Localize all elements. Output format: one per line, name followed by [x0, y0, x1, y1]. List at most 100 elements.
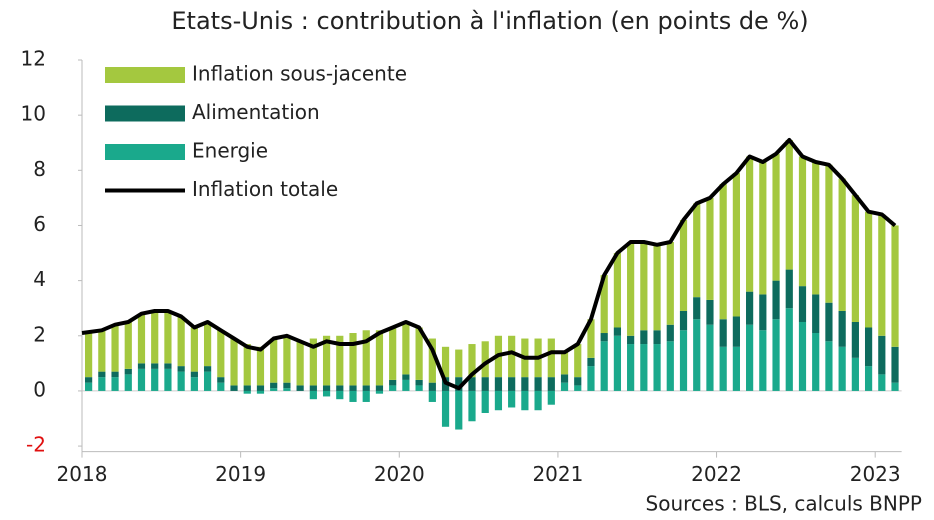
bar-segment [534, 390, 542, 411]
bar-segment [864, 327, 873, 367]
bar-segment [600, 341, 608, 391]
bar-segment [812, 294, 820, 334]
bar-segment [574, 377, 582, 386]
y-tick-label: 8 [33, 157, 46, 181]
bar-segment [85, 333, 93, 378]
bar-segment [309, 390, 317, 400]
bar-segment [693, 203, 701, 298]
bar-segment [798, 156, 807, 287]
bar-segment [547, 338, 555, 378]
bar-segment [98, 371, 106, 378]
bar-segment [613, 253, 622, 328]
bar-segment [151, 368, 159, 391]
bar-segment [560, 352, 569, 375]
bar-segment [679, 330, 688, 391]
bar-segment [653, 244, 661, 331]
bar-segment [151, 363, 159, 369]
bar-segment [137, 368, 146, 391]
bar-segment [547, 390, 555, 405]
legend-swatch [105, 105, 185, 122]
bar-segment [653, 344, 661, 391]
bar-segment [534, 377, 542, 391]
bar-segment [137, 313, 146, 364]
bar-segment [98, 330, 106, 372]
bar-segment [322, 335, 331, 386]
x-tick-label: 2021 [532, 462, 583, 486]
bar-segment [864, 366, 873, 391]
bar-segment [124, 368, 132, 375]
bar-segment [217, 377, 225, 383]
bar-segment [111, 377, 119, 391]
bar-segment [508, 335, 516, 378]
bar-segment [203, 371, 212, 391]
bar-segment [666, 242, 674, 325]
bar-segment [574, 344, 582, 378]
bar-segment [389, 327, 397, 380]
bar-segment [270, 382, 278, 389]
bar-segment [468, 344, 476, 378]
bar-segment [349, 333, 357, 386]
bar-segment [428, 338, 436, 383]
bar-segment [217, 330, 225, 378]
bar-segment [111, 324, 119, 372]
bar-segment [587, 357, 595, 367]
bar-segment [508, 390, 516, 408]
bar-segment [309, 385, 317, 391]
bar-segment [851, 321, 859, 358]
bar-segment [521, 377, 529, 391]
bar-segment [468, 390, 476, 422]
bar-segment [494, 390, 503, 411]
y-tick-label: 12 [21, 47, 46, 71]
bar-segment [627, 242, 635, 336]
bar-segment [309, 338, 317, 386]
bar-segment [455, 377, 463, 391]
bar-segment [600, 275, 608, 334]
bar-segment [428, 382, 436, 391]
y-tick-label: 0 [33, 377, 46, 401]
bar-segment [812, 162, 820, 295]
bar-segment [362, 390, 370, 402]
bar-segment [164, 363, 172, 369]
bar-segment [508, 377, 516, 391]
bar-segment [878, 374, 886, 391]
bar-segment [627, 335, 635, 345]
bar-segment [587, 319, 595, 358]
bar-segment [666, 324, 674, 342]
bar-segment [812, 333, 820, 391]
bar-segment [772, 319, 780, 391]
bar-segment [719, 184, 727, 320]
bar-segment [402, 379, 410, 391]
bar-segment [402, 321, 410, 375]
bar-segment [719, 346, 727, 391]
bar-segment [547, 377, 555, 391]
x-tick-label: 2020 [374, 462, 425, 486]
bar-segment [296, 341, 304, 386]
bar-segment [283, 382, 291, 389]
y-tick-label: 4 [33, 267, 46, 291]
bar-segment [375, 330, 384, 386]
bar-segment [891, 346, 899, 383]
bar-segment [772, 280, 780, 320]
bar-segment [679, 310, 688, 331]
bar-segment [732, 316, 740, 347]
bar-segment [375, 385, 384, 391]
bar-segment [389, 385, 397, 391]
bar-segment [230, 338, 238, 386]
bar-segment [164, 368, 172, 391]
bar-segment [111, 371, 119, 378]
legend-label: Inflation sous-jacente [192, 62, 407, 86]
bar-segment [785, 269, 793, 309]
bar-segment [137, 363, 146, 369]
bar-segment [851, 357, 859, 391]
bar-segment [336, 385, 344, 391]
legend-swatch [105, 67, 185, 83]
bar-segment [336, 335, 344, 386]
bar-segment [230, 385, 238, 391]
bar-segment [600, 333, 608, 342]
bar-segment [164, 310, 172, 364]
bar-segment [878, 335, 886, 375]
bar-segment [402, 374, 410, 380]
bar-segment [283, 388, 291, 391]
bar-segment [256, 385, 265, 391]
bar-segment [891, 382, 899, 391]
